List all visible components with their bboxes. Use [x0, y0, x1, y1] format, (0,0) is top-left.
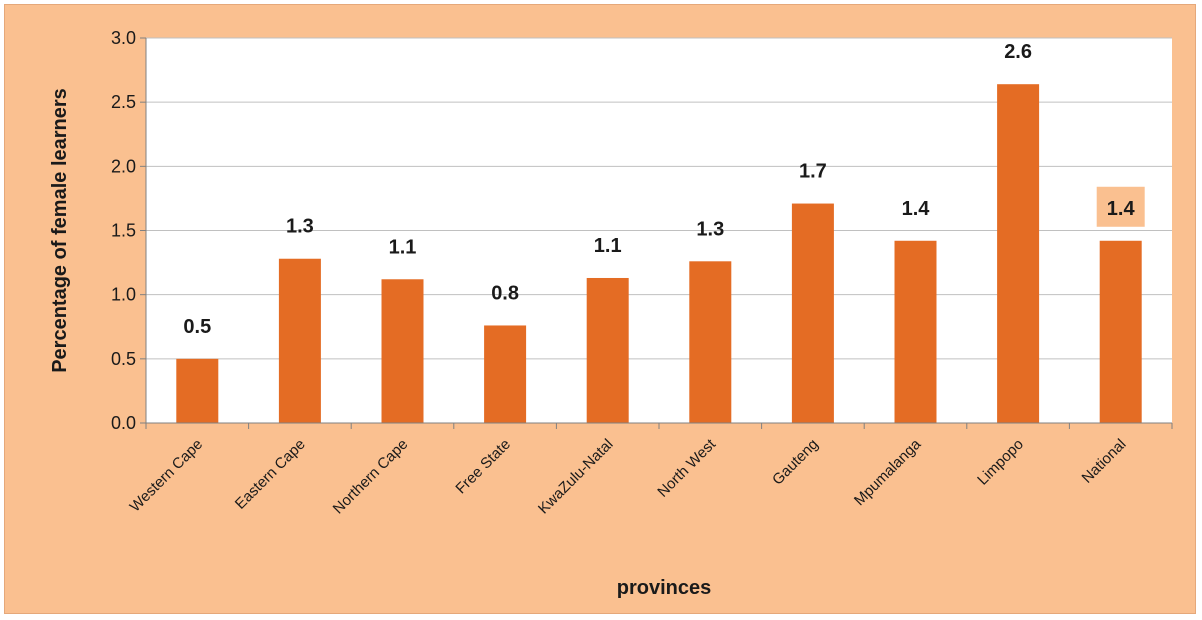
y-tick-label: 2.5: [111, 92, 136, 112]
y-tick-label: 1.0: [111, 285, 136, 305]
x-tick-label: Limpopo: [974, 436, 1027, 489]
bar: [176, 358, 219, 423]
data-labels: 0.5 1.3 1.1 0.8 1.1 1.3 1.7 1.4 2.6 1.4: [183, 41, 1145, 338]
y-tick-label: 3.0: [111, 28, 136, 48]
data-label-highlight: [1096, 186, 1145, 227]
x-tick-label: Western Cape: [127, 436, 207, 516]
data-label: 1.4: [1107, 198, 1136, 220]
y-axis-title: Percentage of female learners: [49, 88, 71, 373]
x-tick-label: KwaZulu-Natal: [535, 436, 617, 518]
y-tick-label: 2.0: [111, 156, 136, 176]
x-tick-label: North West: [654, 435, 719, 500]
bar: [791, 203, 834, 423]
x-tick-label: Mpumalanga: [851, 435, 925, 509]
data-label: 1.7: [799, 161, 827, 183]
x-axis-ticks: Western Cape Eastern Cape Northern Cape Fre…: [127, 422, 1173, 518]
y-tick-label: 1.5: [111, 221, 136, 241]
bar: [484, 325, 527, 423]
x-axis-title: provinces: [617, 577, 711, 599]
x-tick-label: Gauteng: [769, 436, 822, 489]
y-tick-label: 0.0: [111, 413, 136, 433]
y-axis-ticks: 0.0 0.5 1.0 1.5 2.0 2.5 3.0: [111, 28, 147, 433]
bar: [586, 277, 629, 423]
data-label: 1.3: [696, 218, 724, 240]
x-tick-label: Northern Cape: [330, 436, 412, 518]
data-label: 1.1: [389, 236, 417, 258]
x-tick-label: Eastern Cape: [232, 436, 309, 513]
data-label: 2.6: [1004, 41, 1032, 63]
bar: [894, 240, 937, 423]
data-label: 1.1: [594, 235, 622, 257]
data-label: 0.8: [491, 282, 519, 304]
bar: [381, 279, 424, 423]
bar: [689, 261, 732, 423]
data-label: 1.4: [902, 198, 931, 220]
x-tick-label: National: [1079, 436, 1130, 487]
y-tick-label: 0.5: [111, 349, 136, 369]
data-label: 0.5: [183, 316, 211, 338]
bars: [176, 84, 1142, 423]
bar: [278, 258, 321, 423]
data-label: 1.3: [286, 216, 314, 238]
bar: [997, 84, 1040, 423]
bar: [1099, 240, 1142, 423]
x-tick-label: Free State: [452, 436, 514, 498]
